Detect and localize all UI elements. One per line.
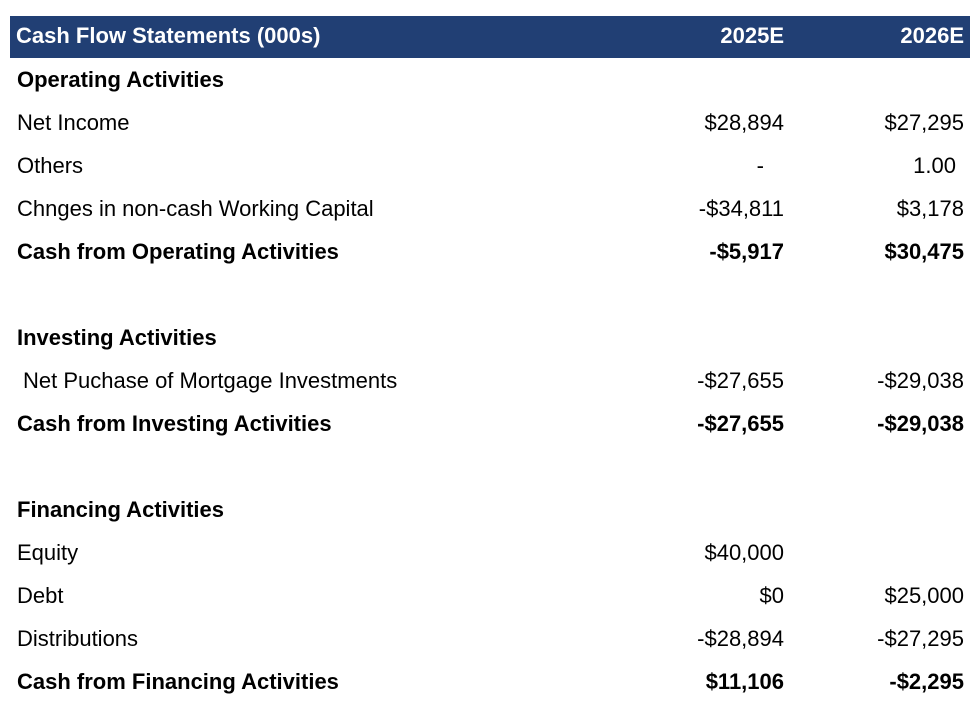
- table-row: Equity $40,000: [10, 531, 970, 574]
- table-header: Cash Flow Statements (000s) 2025E 2026E: [10, 16, 970, 58]
- cell-2025e: -: [756, 153, 764, 178]
- row-label: Debt: [17, 583, 64, 608]
- row-label: Cash from Operating Activities: [17, 239, 339, 264]
- column-header-2025e: 2025E: [720, 23, 784, 48]
- table-row: Net Income $28,894 $27,295: [10, 101, 970, 144]
- cell-2025e: $0: [759, 583, 784, 608]
- cell-2025e: -$28,894: [697, 626, 784, 651]
- cash-flow-table: Cash Flow Statements (000s) 2025E 2026E …: [10, 16, 970, 703]
- spacer-row: [10, 445, 970, 488]
- table-row: Debt $0 $25,000: [10, 574, 970, 617]
- table-row: Others - 1.00: [10, 144, 970, 187]
- cell-2026e: -$27,295: [877, 626, 964, 651]
- row-label: Distributions: [17, 626, 139, 651]
- total-row-operating: Cash from Operating Activities -$5,917 $…: [10, 230, 970, 273]
- cell-2025e: $11,106: [705, 669, 784, 694]
- cell-2025e: $28,894: [704, 110, 784, 135]
- cell-2026e: 1.00: [913, 153, 956, 178]
- section-heading-investing: Investing Activities: [10, 316, 970, 359]
- total-row-financing: Cash from Financing Activities $11,106 -…: [10, 660, 970, 703]
- cell-2026e: -$29,038: [877, 411, 964, 436]
- column-header-2026e: 2026E: [900, 23, 964, 48]
- section-heading-label: Investing Activities: [17, 325, 217, 350]
- cell-2026e: -$29,038: [877, 368, 964, 393]
- table-row: Chnges in non-cash Working Capital -$34,…: [10, 187, 970, 230]
- table-row: Net Puchase of Mortgage Investments -$27…: [10, 359, 970, 402]
- section-heading-label: Operating Activities: [17, 67, 225, 92]
- row-label: Net Income: [17, 110, 130, 135]
- section-heading-label: Financing Activities: [17, 497, 225, 522]
- spacer-row: [10, 273, 970, 316]
- cell-2025e: -$27,655: [697, 411, 784, 436]
- cell-2026e: $27,295: [884, 110, 964, 135]
- row-label: Chnges in non-cash Working Capital: [17, 196, 374, 221]
- row-label: Cash from Financing Activities: [17, 669, 339, 694]
- cell-2025e: -$34,811: [698, 196, 784, 221]
- row-label: Net Puchase of Mortgage Investments: [23, 368, 398, 393]
- cell-2025e: $40,000: [704, 540, 784, 565]
- section-heading-financing: Financing Activities: [10, 488, 970, 531]
- table-row: Distributions -$28,894 -$27,295: [10, 617, 970, 660]
- cell-2025e: -$5,917: [709, 239, 784, 264]
- cell-2025e: -$27,655: [697, 368, 784, 393]
- cell-2026e: $30,475: [884, 239, 964, 264]
- section-heading-operating: Operating Activities: [10, 58, 970, 101]
- row-label: Cash from Investing Activities: [17, 411, 332, 436]
- table-title: Cash Flow Statements (000s): [16, 23, 321, 48]
- cell-2026e: $25,000: [884, 583, 964, 608]
- row-label: Others: [17, 153, 84, 178]
- total-row-investing: Cash from Investing Activities -$27,655 …: [10, 402, 970, 445]
- cell-2026e: -$2,295: [889, 669, 964, 694]
- row-label: Equity: [17, 540, 79, 565]
- cell-2026e: $3,178: [896, 196, 964, 221]
